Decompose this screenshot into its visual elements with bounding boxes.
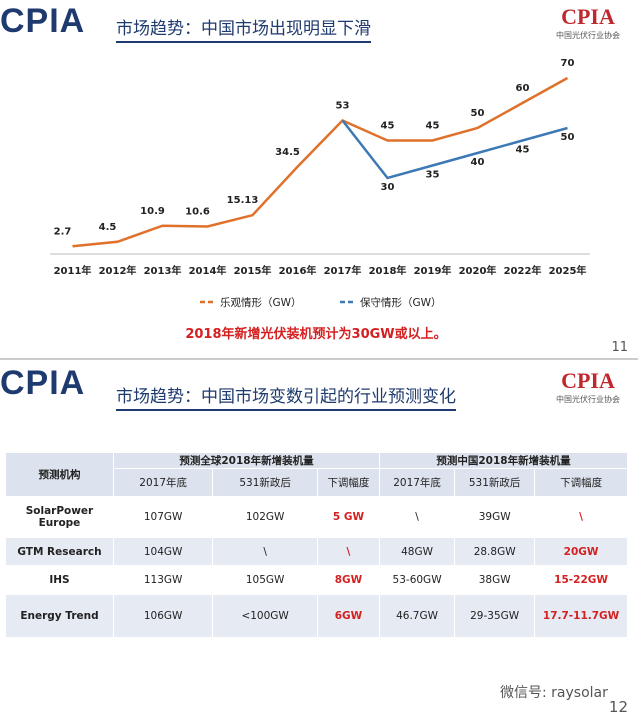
table-cell: <100GW xyxy=(212,594,318,638)
header-cell: 预测全球2018年新增装机量 xyxy=(112,452,381,469)
data-label: 45 xyxy=(426,121,440,132)
table-cell: Energy Trend xyxy=(5,594,114,638)
data-label: 4.5 xyxy=(99,222,117,233)
page-number: 12 xyxy=(608,698,628,716)
series-line xyxy=(341,119,568,180)
table-cell: 105GW xyxy=(212,565,318,595)
data-label: 50 xyxy=(471,108,485,119)
legend-label: 乐观情形（GW） xyxy=(220,296,302,309)
annotation: 2018年新增光伏装机预计为30GW或以上。 xyxy=(185,326,446,342)
legend-label: 保守情形（GW） xyxy=(360,296,442,309)
table-cell: 38GW xyxy=(454,565,536,595)
data-label: 35 xyxy=(426,170,440,181)
table-row: GTM Research 104GW \ \ 48GW 28.8GW 20GW xyxy=(5,537,628,566)
subheader-cell: 下调幅度 xyxy=(316,468,381,497)
x-tick-label: 2015年 xyxy=(234,264,272,277)
brand: CPIA xyxy=(0,2,86,40)
data-label: 45 xyxy=(381,121,395,132)
table-cell: \ xyxy=(534,496,628,538)
table-cell: 107GW xyxy=(112,496,214,538)
header-cell: 预测机构 xyxy=(5,452,114,497)
table-cell: 53-60GW xyxy=(378,565,456,595)
x-tick-label: 2014年 xyxy=(189,264,227,277)
series-line xyxy=(72,76,569,248)
data-label: 53 xyxy=(336,101,350,112)
logo-sub: 中国光伏行业协会 xyxy=(556,31,620,40)
table-cell: 8GW xyxy=(316,565,381,595)
logo-sub: 中国光伏行业协会 xyxy=(556,395,620,404)
x-tick-label: 2013年 xyxy=(144,264,182,277)
table-cell: \ xyxy=(212,537,318,566)
slide-title: 市场趋势：中国市场变数引起的行业预测变化 xyxy=(116,382,456,411)
logo-text: CPIA xyxy=(561,4,615,29)
forecast-table: 预测机构 预测全球2018年新增装机量 预测中国2018年新增装机量 2017年底 53… xyxy=(5,452,628,638)
x-tick-label: 2018年 xyxy=(369,264,407,277)
table-cell: 6GW xyxy=(316,594,381,638)
table-cell: 106GW xyxy=(112,594,214,638)
table-cell: 102GW xyxy=(212,496,318,538)
brand: CPIA xyxy=(0,364,86,402)
x-tick-label: 2017年 xyxy=(324,264,362,277)
table-cell: 46.7GW xyxy=(378,594,456,638)
table-cell: 113GW xyxy=(112,565,214,595)
slide-1: CPIA 市场趋势：中国市场出现明显下滑 CPIA 中国光伏行业协会 2018年新… xyxy=(0,0,638,358)
page-number: 11 xyxy=(611,340,628,355)
table-row: Energy Trend 106GW <100GW 6GW 46.7GW 29-35GW 1… xyxy=(5,594,628,638)
table-row: SolarPower Europe 107GW 102GW 5 GW \ 39GW \ xyxy=(5,496,628,538)
data-label: 50 xyxy=(561,132,575,143)
table-cell: 48GW xyxy=(378,537,456,566)
slide-title: 市场趋势：中国市场出现明显下滑 xyxy=(116,14,371,43)
logo: CPIA 中国光伏行业协会 xyxy=(556,4,620,41)
x-tick-label: 2025年 xyxy=(549,264,587,277)
header-row: 预测机构 预测全球2018年新增装机量 预测中国2018年新增装机量 xyxy=(5,452,628,497)
subheader-cell: 531新政后 xyxy=(212,468,318,497)
logo: CPIA 中国光伏行业协会 xyxy=(556,368,620,405)
chart: 2018年新增光伏装机预计为30GW或以上。 2011年 2012年 2013年 20… xyxy=(50,58,590,342)
x-tick-label: 2022年 xyxy=(504,264,542,277)
x-tick-label: 2020年 xyxy=(459,264,497,277)
subheader-cell: 2017年底 xyxy=(112,468,214,497)
x-tick-label: 2019年 xyxy=(414,264,452,277)
header-cell: 预测中国2018年新增装机量 xyxy=(379,452,628,469)
divider xyxy=(0,358,638,360)
data-label: 40 xyxy=(471,157,485,168)
data-label: 45 xyxy=(516,145,530,156)
subheader-cell: 531新政后 xyxy=(454,468,536,497)
watermark: 微信号: raysolar xyxy=(500,685,608,701)
table-cell: 39GW xyxy=(454,496,536,538)
table-cell: \ xyxy=(378,496,456,538)
table-cell: 28.8GW xyxy=(454,537,536,566)
data-label: 70 xyxy=(561,58,575,69)
data-label: 10.9 xyxy=(140,206,165,217)
x-tick-label: 2012年 xyxy=(99,264,137,277)
table-cell: 17.7-11.7GW xyxy=(534,594,628,638)
subheader-cell: 2017年底 xyxy=(378,468,456,497)
data-label: 2.7 xyxy=(54,226,72,237)
data-label: 34.5 xyxy=(275,147,300,158)
x-tick-label: 2011年 xyxy=(54,264,92,277)
x-tick-label: 2016年 xyxy=(279,264,317,277)
data-label: 30 xyxy=(381,182,395,193)
data-label: 15.13 xyxy=(227,195,259,206)
table-cell: 104GW xyxy=(112,537,214,566)
data-label: 60 xyxy=(516,83,530,94)
table-cell: \ xyxy=(316,537,381,566)
table-cell: SolarPower Europe xyxy=(5,496,114,538)
table-cell: 20GW xyxy=(534,537,628,566)
table-cell: 5 GW xyxy=(316,496,381,538)
table-cell: 15-22GW xyxy=(534,565,628,595)
table-cell: 29-35GW xyxy=(454,594,536,638)
logo-text: CPIA xyxy=(561,368,615,393)
table-row: IHS 113GW 105GW 8GW 53-60GW 38GW 15-22GW xyxy=(5,565,628,595)
subheader-cell: 下调幅度 xyxy=(534,468,628,497)
table-cell: GTM Research xyxy=(5,537,114,566)
data-label: 10.6 xyxy=(185,207,210,218)
table-cell: IHS xyxy=(5,565,114,595)
